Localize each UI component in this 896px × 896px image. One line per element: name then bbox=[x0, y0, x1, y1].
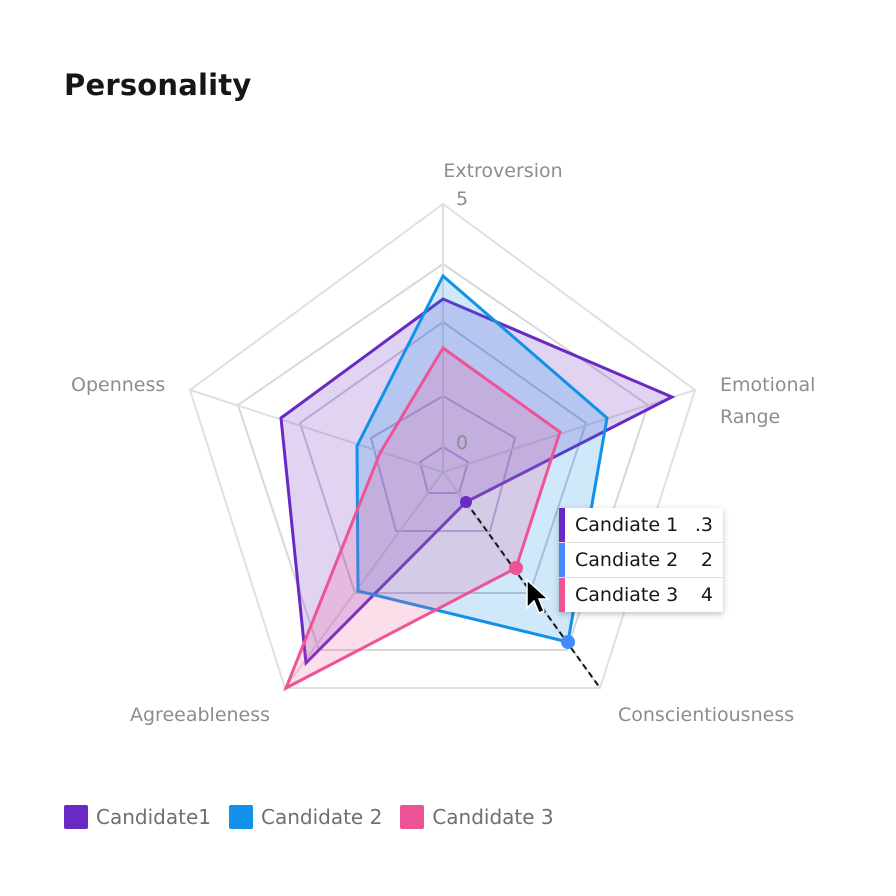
point-candidate-3[interactable] bbox=[509, 561, 523, 575]
legend: Candidate1 Candidate 2 Candidate 3 bbox=[64, 805, 572, 829]
axis-label-openness: Openness bbox=[71, 374, 165, 396]
axis-max-label: 5 bbox=[456, 188, 468, 210]
legend-swatch-icon bbox=[228, 805, 253, 829]
legend-swatch-icon bbox=[64, 805, 88, 829]
point-candidate-2[interactable] bbox=[561, 635, 575, 649]
tooltip-row: Candiate 1 .3 bbox=[559, 508, 723, 543]
tooltip: Candiate 1 .3 Candiate 2 2 Candiate 3 4 bbox=[559, 508, 723, 612]
axis-label-extroversion: Extroversion bbox=[443, 160, 562, 182]
point-candidate-1[interactable] bbox=[460, 496, 472, 508]
legend-item-candidate-3[interactable]: Candidate 3 bbox=[400, 805, 554, 829]
tooltip-label: Candiate 1 bbox=[575, 514, 679, 536]
tooltip-label: Candiate 2 bbox=[575, 549, 679, 571]
tooltip-color-bar bbox=[559, 543, 565, 577]
tooltip-color-bar bbox=[559, 508, 565, 542]
tooltip-row: Candiate 3 4 bbox=[559, 578, 723, 612]
tooltip-value: .3 bbox=[694, 514, 713, 536]
chart-title: Personality bbox=[64, 68, 252, 102]
axis-label-conscientiousness: Conscientiousness bbox=[618, 704, 794, 726]
legend-item-candidate-1[interactable]: Candidate1 bbox=[64, 805, 211, 829]
radar-grid bbox=[188, 202, 697, 689]
tooltip-color-bar bbox=[559, 578, 565, 612]
tooltip-value: 2 bbox=[700, 549, 713, 571]
axis-label-agreeableness: Agreeableness bbox=[130, 704, 270, 726]
tooltip-row: Candiate 2 2 bbox=[559, 543, 723, 578]
legend-label: Candidate 3 bbox=[432, 805, 554, 829]
legend-swatch-icon bbox=[400, 805, 425, 829]
legend-label: Candidate1 bbox=[96, 805, 211, 829]
tooltip-label: Candiate 3 bbox=[575, 584, 679, 606]
legend-label: Candidate 2 bbox=[260, 805, 383, 829]
axis-label-emotional-range-2: Range bbox=[720, 406, 780, 428]
legend-item-candidate-2[interactable]: Candidate 2 bbox=[228, 805, 383, 829]
axis-label-emotional-range-1: Emotional bbox=[720, 374, 815, 396]
series-candidate-2[interactable] bbox=[355, 273, 609, 644]
mouse-cursor-icon bbox=[526, 578, 550, 614]
series-candidate-3[interactable] bbox=[283, 345, 562, 692]
tooltip-value: 4 bbox=[700, 584, 713, 606]
axis-min-label: 0 bbox=[456, 432, 468, 454]
